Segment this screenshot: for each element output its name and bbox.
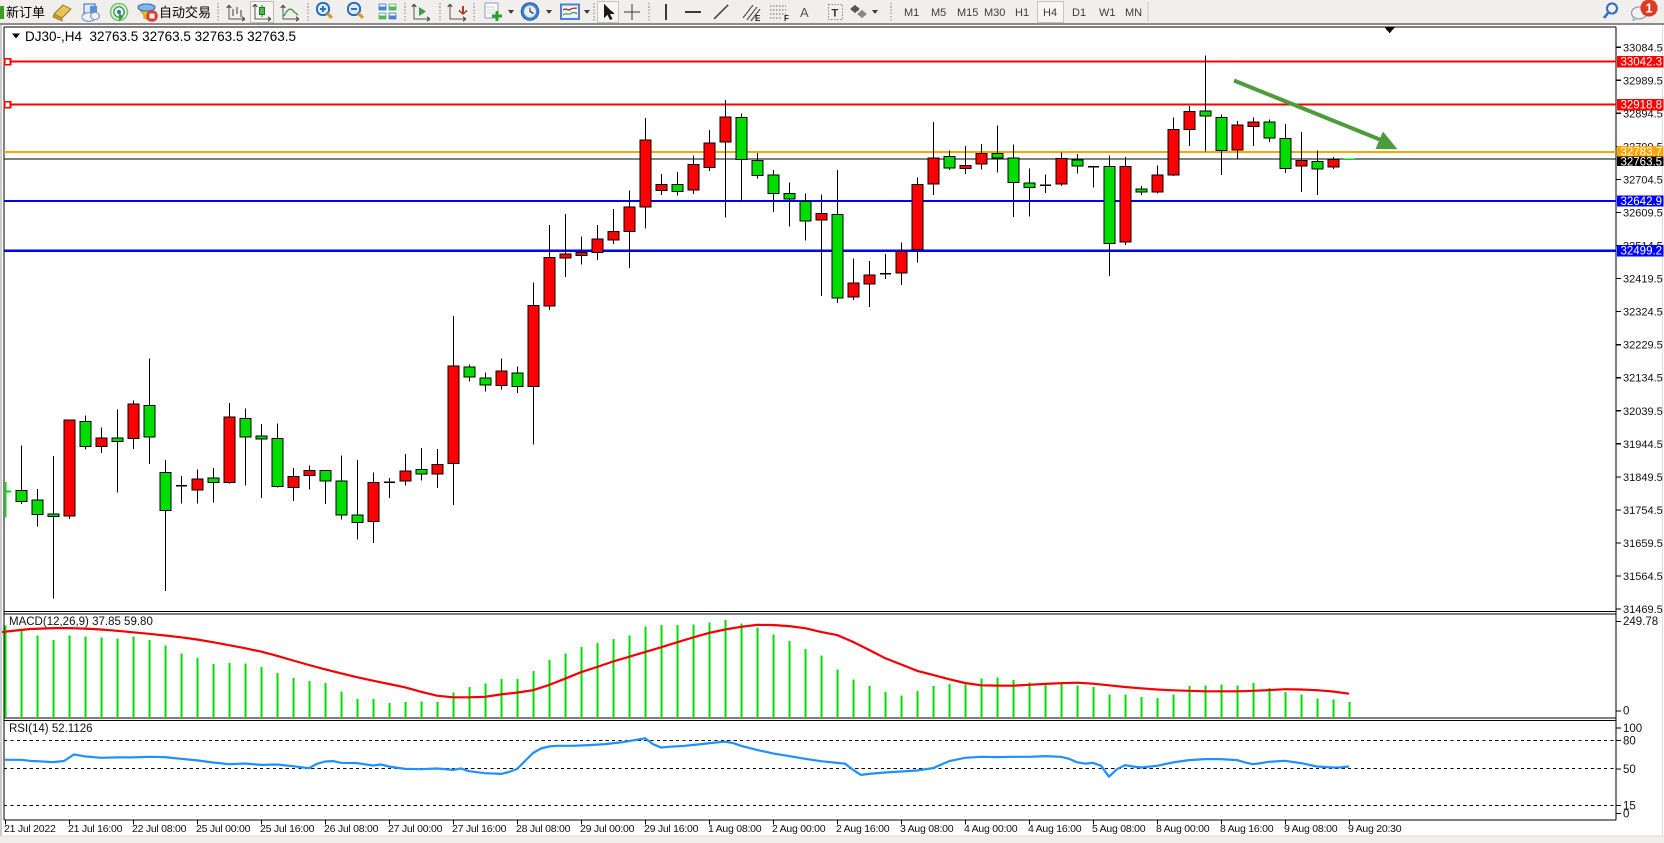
svg-text:31754.5: 31754.5 (1623, 505, 1663, 517)
svg-text:RSI(14) 52.1126: RSI(14) 52.1126 (9, 723, 93, 735)
svg-text:32642.9: 32642.9 (1621, 196, 1663, 208)
svg-text:21 Jul 2022: 21 Jul 2022 (4, 823, 56, 835)
svg-text:28 Jul 08:00: 28 Jul 08:00 (516, 823, 571, 835)
svg-text:33084.5: 33084.5 (1623, 42, 1663, 54)
svg-text:21 Jul 16:00: 21 Jul 16:00 (68, 823, 123, 835)
svg-text:32039.5: 32039.5 (1623, 406, 1663, 418)
svg-text:31659.5: 31659.5 (1623, 538, 1663, 550)
svg-text:M1: M1 (904, 7, 919, 19)
svg-text:32229.5: 32229.5 (1623, 340, 1663, 352)
svg-text:W1: W1 (1099, 7, 1116, 19)
svg-text:32419.5: 32419.5 (1623, 274, 1663, 286)
svg-text:22 Jul 08:00: 22 Jul 08:00 (132, 823, 187, 835)
svg-text:27 Jul 00:00: 27 Jul 00:00 (388, 823, 443, 835)
svg-text:A: A (800, 5, 809, 20)
svg-text:32134.5: 32134.5 (1623, 373, 1663, 385)
svg-text:DJ30-,H4 32763.5 32763.5 3276: DJ30-,H4 32763.5 32763.5 32763.5 32763.5 (25, 29, 296, 44)
svg-text:80: 80 (1623, 735, 1636, 747)
svg-text:MACD(12,26,9) 37.85 59.80: MACD(12,26,9) 37.85 59.80 (9, 616, 153, 628)
svg-text:32918.8: 32918.8 (1621, 100, 1663, 112)
svg-text:31849.5: 31849.5 (1623, 472, 1663, 484)
svg-text:29 Jul 00:00: 29 Jul 00:00 (580, 823, 635, 835)
svg-text:32324.5: 32324.5 (1623, 307, 1663, 319)
svg-text:MN: MN (1125, 7, 1142, 19)
svg-text:新订单: 新订单 (6, 5, 45, 20)
svg-text:1: 1 (1645, 1, 1652, 16)
svg-text:32609.5: 32609.5 (1623, 208, 1663, 220)
svg-text:T: T (832, 8, 839, 20)
svg-text:31469.5: 31469.5 (1623, 604, 1663, 616)
svg-text:31944.5: 31944.5 (1623, 439, 1663, 451)
svg-text:2 Aug 00:00: 2 Aug 00:00 (772, 823, 826, 835)
svg-text:31564.5: 31564.5 (1623, 571, 1663, 583)
svg-text:9 Aug 20:30: 9 Aug 20:30 (1348, 823, 1402, 835)
svg-text:1 Aug 08:00: 1 Aug 08:00 (708, 823, 762, 835)
svg-text:M30: M30 (984, 7, 1005, 19)
svg-text:4 Aug 16:00: 4 Aug 16:00 (1028, 823, 1082, 835)
svg-text:8 Aug 00:00: 8 Aug 00:00 (1156, 823, 1210, 835)
svg-text:H4: H4 (1043, 7, 1057, 19)
svg-text:H1: H1 (1015, 7, 1029, 19)
svg-text:3 Aug 08:00: 3 Aug 08:00 (900, 823, 954, 835)
svg-text:0: 0 (1623, 706, 1629, 718)
svg-text:5 Aug 08:00: 5 Aug 08:00 (1092, 823, 1146, 835)
svg-text:100: 100 (1623, 723, 1642, 735)
svg-text:8 Aug 16:00: 8 Aug 16:00 (1220, 823, 1274, 835)
svg-text:32763.5: 32763.5 (1621, 156, 1663, 168)
svg-text:26 Jul 08:00: 26 Jul 08:00 (324, 823, 379, 835)
svg-text:32783.7: 32783.7 (1621, 147, 1663, 159)
svg-text:9 Aug 08:00: 9 Aug 08:00 (1284, 823, 1338, 835)
svg-text:32989.5: 32989.5 (1623, 75, 1663, 87)
svg-text:D1: D1 (1072, 7, 1086, 19)
svg-text:M5: M5 (931, 7, 946, 19)
svg-text:4 Aug 00:00: 4 Aug 00:00 (964, 823, 1018, 835)
svg-text:249.78: 249.78 (1623, 616, 1658, 628)
svg-text:33042.3: 33042.3 (1621, 57, 1663, 69)
svg-text:M15: M15 (957, 7, 978, 19)
svg-text:32499.2: 32499.2 (1621, 246, 1663, 258)
svg-text:15: 15 (1623, 800, 1636, 812)
svg-text:25 Jul 00:00: 25 Jul 00:00 (196, 823, 251, 835)
svg-text:32894.5: 32894.5 (1623, 108, 1663, 120)
svg-text:自动交易: 自动交易 (159, 5, 211, 20)
svg-text:0: 0 (1623, 809, 1629, 821)
svg-text:2 Aug 16:00: 2 Aug 16:00 (836, 823, 890, 835)
svg-text:29 Jul 16:00: 29 Jul 16:00 (644, 823, 699, 835)
svg-text:F: F (784, 14, 789, 23)
svg-text:25 Jul 16:00: 25 Jul 16:00 (260, 823, 315, 835)
svg-text:50: 50 (1623, 764, 1636, 776)
svg-text:32704.5: 32704.5 (1623, 174, 1663, 186)
svg-text:27 Jul 16:00: 27 Jul 16:00 (452, 823, 507, 835)
svg-text:E: E (755, 14, 761, 23)
